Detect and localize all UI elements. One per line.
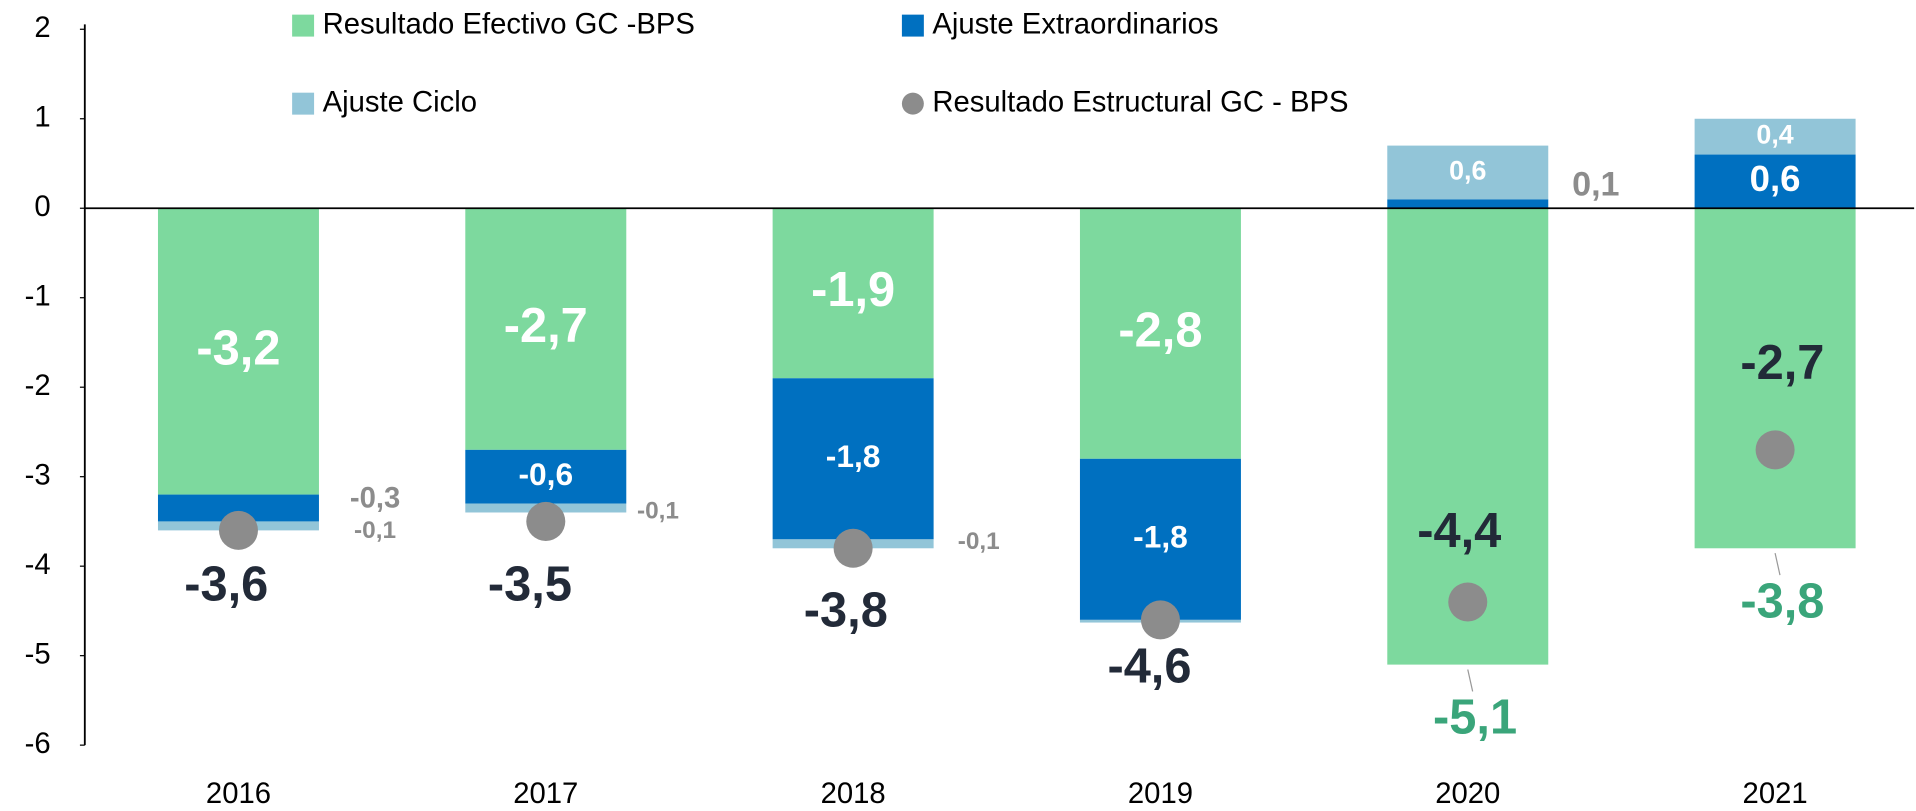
bar-segment [465,449,627,504]
dot [526,501,566,541]
x-tick-label: 2016 [206,778,271,810]
bar-segment [772,378,934,540]
data-label: -0,6 [518,456,573,492]
bar-segment [1079,208,1241,459]
legend-swatch [901,92,924,115]
bar-segment [157,208,319,495]
data-label: 0,4 [1756,120,1793,150]
dot [1755,430,1795,470]
data-label: -0,1 [354,517,396,544]
dot [1448,582,1488,622]
y-tick-label: -2 [25,370,51,402]
x-tick-label: 2020 [1435,778,1500,810]
y-tick-label: -4 [25,549,51,581]
bar-segment [1387,199,1549,209]
leader-line [1467,669,1474,692]
data-label: -2,7 [504,299,588,353]
x-tick-label: 2017 [513,778,578,810]
y-tick-label: -5 [25,638,51,670]
data-label: -0,1 [958,528,1000,555]
legend-swatch [292,92,315,115]
bar-segment [1079,458,1241,620]
data-label: -1,8 [826,438,881,474]
bar-segment [772,208,934,379]
data-label: -2,8 [1118,303,1202,357]
dot [1140,600,1180,640]
legend-label: Resultado Efectivo GC -BPS [323,8,695,40]
x-tick-label: 2021 [1743,778,1808,810]
data-label: -3,2 [196,321,280,375]
data-label: -1,9 [811,263,895,317]
y-tick-label: 0 [34,191,50,223]
y-tick-label: -1 [25,280,51,312]
legend-label: Ajuste Extraordinarios [932,8,1218,40]
data-label: -0,1 [637,498,679,525]
data-label: 0,6 [1750,158,1801,199]
legend-swatch [901,14,924,37]
dot [218,510,258,550]
data-label: -3,5 [488,558,572,612]
data-label: -3,8 [804,583,888,637]
y-tick-label: -6 [25,728,51,760]
bar-segment [1694,118,1856,155]
legend-swatch [292,14,315,37]
bar-segment [1387,145,1549,200]
data-label: 0,1 [1572,166,1619,204]
y-tick-label: -3 [25,459,51,491]
y-tick-label: 1 [34,101,50,133]
legend-label: Ajuste Ciclo [323,86,477,118]
dot [833,528,873,568]
bar-segment [465,208,627,450]
x-tick-label: 2018 [821,778,886,810]
data-label: -1,8 [1133,519,1188,555]
legend-label: Resultado Estructural GC - BPS [932,86,1348,118]
x-tick-label: 2019 [1128,778,1193,810]
data-label: -3,6 [184,558,268,612]
data-label: -5,1 [1433,691,1517,745]
data-label: -4,6 [1107,639,1191,693]
data-label: -2,7 [1740,336,1824,390]
leader-line [1774,553,1781,576]
data-label: 0,6 [1449,156,1486,186]
data-label: -4,4 [1417,504,1501,558]
bar-segment [1694,208,1856,549]
data-label: -3,8 [1740,574,1824,628]
y-tick-label: 2 [34,12,50,44]
bar-segment [1694,154,1856,209]
data-label: -0,3 [350,483,400,515]
